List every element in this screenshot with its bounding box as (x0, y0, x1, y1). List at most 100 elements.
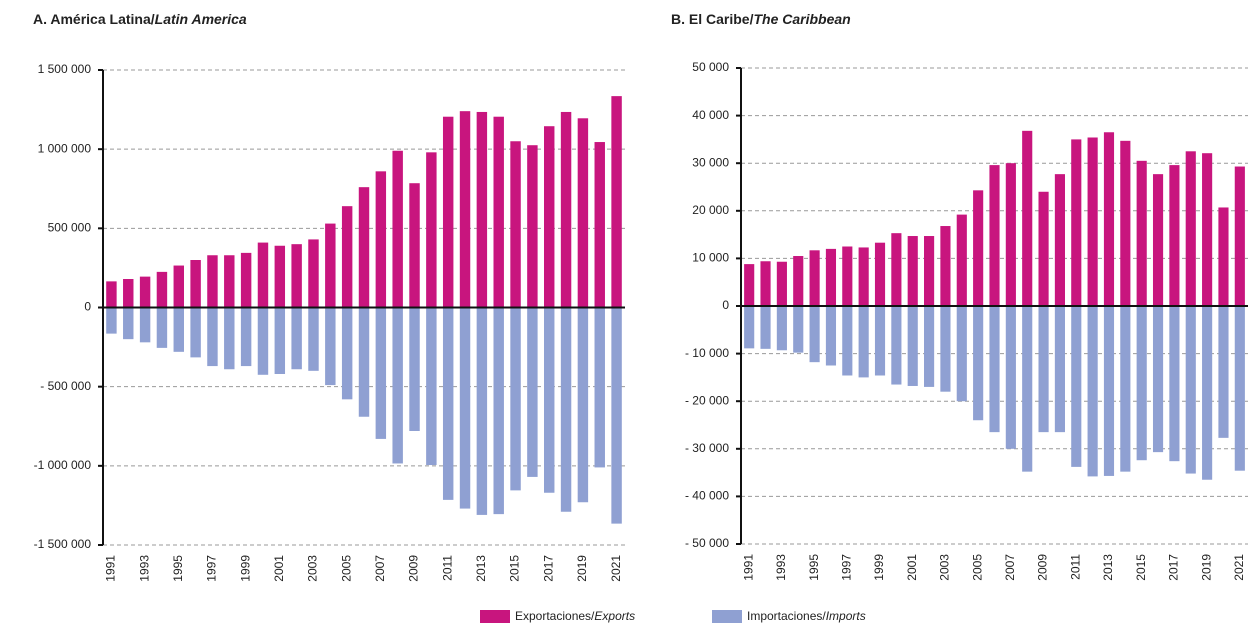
x-tick-label: 2007 (373, 555, 387, 582)
x-tick-label: 2021 (1232, 554, 1246, 581)
bar (375, 171, 387, 308)
bar (744, 306, 755, 349)
bar (240, 252, 252, 308)
bar (611, 96, 622, 308)
bar (156, 271, 168, 308)
x-tick-label: 2013 (1101, 554, 1115, 581)
bar (809, 306, 820, 363)
bar (858, 306, 869, 378)
bar (358, 307, 370, 417)
bar (891, 306, 902, 385)
bar (1103, 132, 1115, 306)
bar (744, 264, 755, 306)
bar (891, 233, 902, 306)
legend-part: Importaciones/ (747, 609, 826, 623)
bar (924, 236, 935, 306)
x-tick-label: 2005 (970, 554, 984, 581)
bar (291, 244, 302, 308)
bar (1169, 306, 1180, 462)
bar (1038, 306, 1049, 433)
bar (1202, 153, 1213, 306)
bar (1218, 306, 1229, 438)
bar (1152, 306, 1164, 453)
bar (190, 260, 201, 308)
legend-part: Exports (594, 609, 635, 623)
x-tick-label: 2007 (1003, 554, 1017, 581)
bar (560, 111, 572, 308)
x-tick-label: 2019 (575, 555, 589, 582)
x-tick-label: 1993 (774, 554, 788, 581)
y-tick-label: 30 000 (692, 155, 729, 169)
bar (825, 248, 837, 306)
bar (594, 307, 605, 468)
bar (760, 261, 771, 306)
bar (173, 265, 184, 308)
x-tick-label: 2011 (1068, 554, 1082, 580)
x-tick-label: 2001 (905, 554, 919, 581)
bar (493, 116, 504, 308)
x-tick-label: 1995 (807, 554, 821, 581)
bar (858, 247, 869, 306)
bar (1185, 306, 1196, 474)
bar (207, 255, 218, 308)
bar (325, 223, 336, 308)
chart-title: B. El Caribe/The Caribbean (671, 11, 851, 27)
x-tick-label: 1995 (171, 555, 185, 582)
bar (106, 281, 117, 308)
bar (274, 245, 286, 308)
legend-part: Exportaciones/ (515, 609, 595, 623)
bar (1152, 174, 1164, 306)
bar (1005, 163, 1016, 306)
bar (156, 307, 168, 348)
bar (1054, 174, 1065, 306)
bar (426, 152, 437, 308)
title-part: B. El Caribe/ (671, 11, 754, 27)
bar (1087, 137, 1098, 306)
bar (956, 214, 967, 306)
bar (1038, 191, 1049, 306)
x-tick-label: 2003 (938, 554, 952, 581)
y-tick-label: 40 000 (692, 108, 729, 122)
bar (825, 306, 837, 366)
legend-swatch (712, 610, 742, 623)
bar (527, 145, 538, 308)
bar (442, 116, 454, 308)
x-tick-label: 2017 (541, 555, 555, 582)
bar (594, 142, 605, 308)
y-tick-label: - 500 000 (40, 379, 91, 393)
bar (257, 242, 269, 308)
legend-label: Exportaciones/Exports (515, 609, 635, 623)
bar (1234, 306, 1245, 471)
bar (358, 187, 370, 308)
x-tick-label: 2017 (1167, 554, 1181, 581)
bar (577, 307, 589, 503)
bar (392, 307, 403, 464)
bar (426, 307, 437, 466)
y-tick-label: 1 000 000 (38, 141, 92, 155)
x-tick-label: 2015 (1134, 554, 1148, 581)
bar (842, 306, 853, 376)
x-tick-label: 1999 (872, 554, 886, 581)
x-tick-label: 2009 (1036, 554, 1050, 581)
bar (776, 261, 787, 306)
bar (1071, 139, 1082, 306)
bar (1185, 151, 1196, 306)
bar (989, 165, 1000, 306)
x-tick-label: 2021 (609, 555, 623, 582)
y-tick-label: 50 000 (692, 60, 729, 74)
x-tick-label: 1997 (205, 555, 219, 582)
bar (459, 111, 471, 308)
chart-title: A. América Latina/Latin America (33, 11, 247, 27)
x-tick-label: 1991 (741, 554, 755, 581)
y-tick-label: 0 (722, 298, 729, 312)
bar (1071, 306, 1082, 467)
bar (940, 226, 951, 306)
bar (510, 307, 521, 491)
y-tick-label: - 20 000 (685, 393, 729, 407)
bar (1136, 160, 1147, 306)
bar (139, 307, 151, 343)
x-tick-label: 2011 (440, 555, 454, 581)
bar (240, 307, 252, 367)
x-tick-label: 2013 (474, 555, 488, 582)
